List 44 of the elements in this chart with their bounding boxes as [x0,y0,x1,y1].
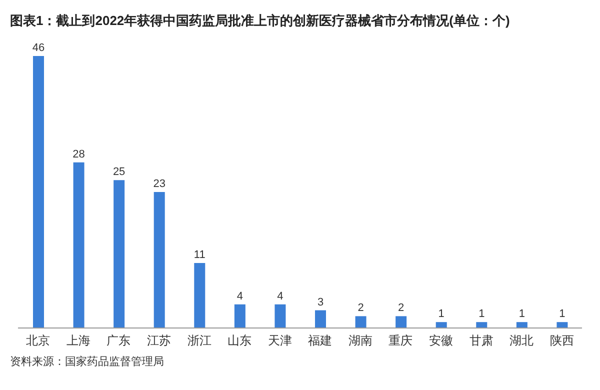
data-label: 28 [72,148,85,160]
bar [73,162,84,328]
bar [355,316,366,328]
data-label: 4 [277,290,284,302]
data-label: 1 [518,308,525,320]
bar [516,322,528,328]
data-label: 11 [194,248,206,261]
bar [274,304,286,328]
bar [33,56,44,328]
bar [476,322,488,328]
x-tick-label: 重庆 [388,334,413,348]
data-label: 1 [438,308,444,320]
text: 资料来源：国家药品监督管理局 [10,356,164,368]
bar [114,180,125,328]
data-label: 25 [112,166,126,178]
x-tick-label: 陕西 [550,334,574,348]
data-label: 1 [559,308,566,320]
bar [396,316,407,328]
x-tick-label: 福建 [308,334,332,348]
data-label: 1 [478,308,485,320]
data-label: 2 [398,302,404,314]
data-label: 23 [153,178,166,190]
x-tick-label: 天津 [268,334,292,348]
bar [234,304,246,328]
x-tick-label: 广东 [106,334,131,348]
data-label: 4 [236,290,243,302]
chart-title: 图表1：截止到2022年获得中国药监局批准上市的创新医疗器械省市分布情况(单位：个) [9,12,511,30]
x-tick-label: 山东 [228,334,252,348]
x-tick-label: 浙江 [187,334,212,348]
x-tick-label: 北京 [26,334,50,348]
x-tick-label: 甘肃 [469,334,494,348]
bar [154,192,165,328]
data-label: 2 [358,302,364,314]
x-tick-label: 安徽 [429,334,453,348]
data-label: 46 [32,42,45,54]
data-label: 3 [317,296,324,308]
x-tick-label: 江苏 [147,334,171,348]
x-tick-label: 上海 [66,334,90,348]
x-tick-label: 湖南 [348,334,372,348]
bar [436,322,447,328]
bar [194,262,206,328]
bar [315,310,326,328]
bar [556,322,568,328]
x-tick-label: 湖北 [510,334,534,348]
